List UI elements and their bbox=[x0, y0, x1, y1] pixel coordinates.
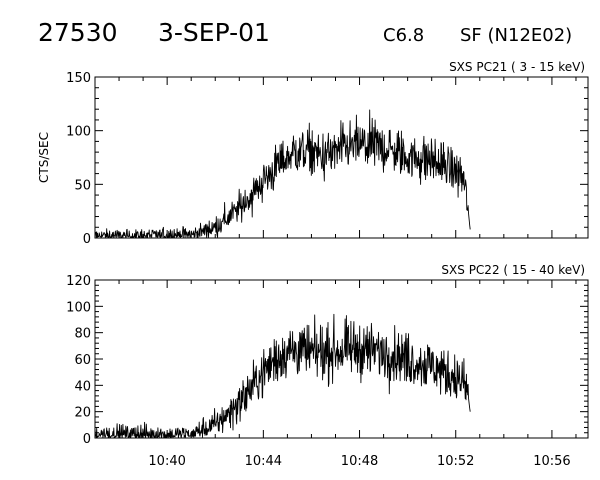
flare-class: C6.8 bbox=[383, 25, 424, 46]
series-line bbox=[94, 109, 471, 239]
y-tick-label: 0 bbox=[83, 232, 91, 247]
y-tick-label: 20 bbox=[74, 406, 91, 421]
y-tick-label: 40 bbox=[74, 379, 91, 394]
panel-pc22: 10:40 10:44 10:48 10:52 10:56 0 20 40 60 80 100 120… bbox=[66, 263, 589, 469]
flare-location: SF (N12E02) bbox=[460, 25, 572, 46]
y-tick-label: 100 bbox=[66, 125, 91, 140]
y-tick-label: 150 bbox=[66, 71, 91, 86]
x-tick-label: 10:48 bbox=[341, 454, 378, 469]
event-id: 27530 bbox=[38, 18, 118, 47]
panel-title: SXS PC22 ( 15 - 40 keV) bbox=[441, 263, 585, 277]
y-tick-label: 0 bbox=[83, 432, 91, 447]
series-line bbox=[94, 313, 471, 439]
x-tick-label: 10:56 bbox=[533, 454, 570, 469]
y-tick-label: 100 bbox=[66, 300, 91, 315]
y-axis-label: CTS/SEC bbox=[37, 132, 51, 183]
panel-title: SXS PC21 ( 3 - 15 keV) bbox=[449, 60, 585, 74]
x-tick-label: 10:40 bbox=[148, 454, 185, 469]
y-tick-label: 80 bbox=[74, 327, 91, 342]
panel-pc21: 0 50 100 150 SXS PC21 ( 3 - 15 keV) CTS/SEC bbox=[37, 60, 589, 247]
y-tick-label: 60 bbox=[74, 353, 91, 368]
x-tick-label: 10:52 bbox=[437, 454, 474, 469]
event-date: 3-SEP-01 bbox=[158, 18, 270, 47]
plot-frame bbox=[94, 76, 589, 239]
y-tick-label: 50 bbox=[74, 178, 91, 193]
x-tick-label: 10:44 bbox=[245, 454, 282, 469]
y-tick-label: 120 bbox=[66, 274, 91, 289]
